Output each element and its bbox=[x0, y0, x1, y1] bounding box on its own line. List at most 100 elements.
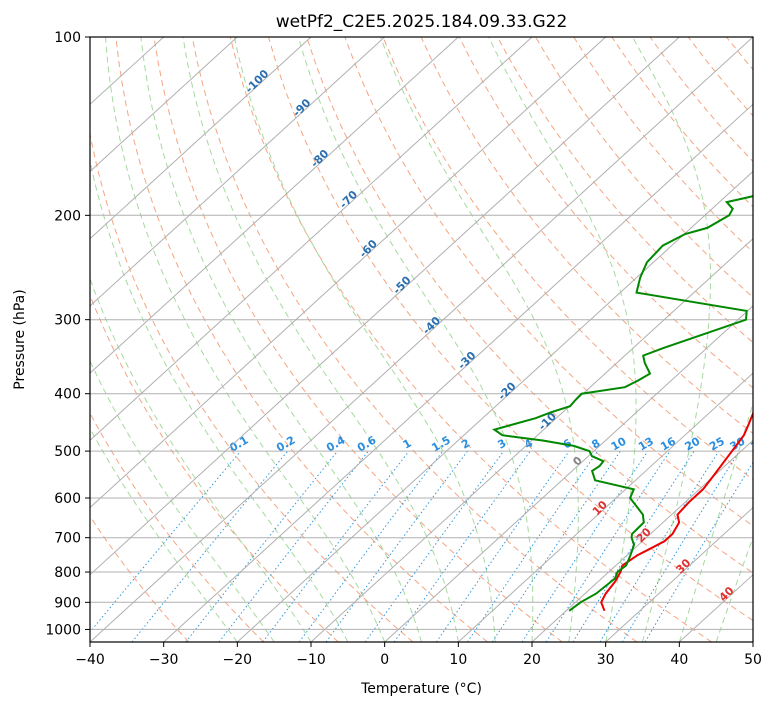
isotherm-label: -40 bbox=[420, 314, 443, 337]
x-tick-label: 10 bbox=[449, 652, 467, 668]
y-tick-label: 1000 bbox=[45, 622, 81, 638]
moist-adiabat bbox=[90, 277, 312, 642]
moist-adiabat bbox=[632, 37, 711, 642]
y-axis-label: Pressure (hPa) bbox=[12, 289, 28, 389]
mixing-ratio-line bbox=[364, 450, 505, 642]
x-tick-label: 20 bbox=[523, 652, 541, 668]
dry-adiabat bbox=[496, 37, 753, 344]
isotherm bbox=[310, 237, 753, 642]
mixing-ratio-line bbox=[435, 450, 570, 642]
mixing-ratio-label: 3 bbox=[495, 437, 508, 452]
moist-adiabat bbox=[297, 37, 534, 642]
isotherm-label: -20 bbox=[495, 379, 518, 402]
isotherm-label: -50 bbox=[390, 273, 413, 296]
mixing-ratio-line bbox=[621, 450, 740, 642]
isotherm bbox=[90, 37, 680, 576]
moist-adiabat bbox=[90, 158, 349, 642]
isotherm-label: -30 bbox=[455, 349, 478, 372]
isotherm-label: 30 bbox=[673, 556, 693, 576]
chart-title: wetPf2_C2E5.2025.184.09.33.G22 bbox=[276, 12, 568, 32]
isotherm bbox=[605, 506, 753, 642]
mixing-ratio-line bbox=[599, 450, 720, 642]
isotherm-label: -70 bbox=[337, 188, 360, 211]
isotherm bbox=[752, 641, 753, 642]
mixing-ratio-line bbox=[545, 450, 671, 642]
dry-adiabat bbox=[765, 37, 775, 642]
mixing-ratio-line bbox=[521, 450, 649, 642]
x-tick-label: 0 bbox=[380, 652, 389, 668]
mixing-ratio-label: 36 bbox=[748, 434, 768, 453]
isotherm bbox=[90, 37, 607, 509]
dry-adiabat bbox=[535, 37, 753, 298]
y-tick-label: 900 bbox=[54, 595, 81, 611]
dry-adiabat bbox=[649, 37, 753, 163]
plot-area: 0.10.20.40.611.52346810131620253036-100-… bbox=[90, 37, 775, 642]
y-tick-label: 400 bbox=[54, 387, 81, 403]
x-tick-label: −40 bbox=[75, 652, 105, 668]
mixing-ratio-line bbox=[262, 450, 410, 642]
x-tick-label: 40 bbox=[670, 652, 688, 668]
x-tick-label: −30 bbox=[149, 652, 179, 668]
dry-adiabat bbox=[573, 37, 753, 253]
y-tick-label: 800 bbox=[54, 565, 81, 581]
isotherm bbox=[457, 372, 753, 642]
dry-adiabat bbox=[115, 37, 488, 642]
mixing-ratio-line bbox=[90, 450, 242, 633]
x-tick-label: −10 bbox=[296, 652, 326, 668]
moist-adiabat bbox=[182, 37, 459, 642]
x-axis-label: Temperature (°C) bbox=[360, 681, 482, 697]
moist-adiabat bbox=[233, 37, 496, 642]
isotherm bbox=[384, 305, 753, 642]
x-tick-label: 30 bbox=[597, 652, 615, 668]
moist-adiabat bbox=[90, 359, 275, 642]
mixing-ratio-line bbox=[572, 450, 695, 642]
isotherm bbox=[90, 37, 312, 240]
plot-frame bbox=[89, 36, 754, 643]
moist-adiabat bbox=[488, 37, 637, 642]
y-tick-label: 100 bbox=[54, 30, 81, 46]
isotherm-label: -80 bbox=[308, 147, 331, 170]
dry-adiabat bbox=[344, 37, 753, 527]
moist-adiabat bbox=[715, 535, 753, 642]
dry-adiabat bbox=[687, 37, 753, 117]
mixing-ratio-line bbox=[298, 450, 444, 642]
dry-adiabat bbox=[420, 37, 753, 435]
isotherm-label: 10 bbox=[590, 498, 610, 518]
mixing-ratio-line bbox=[185, 450, 338, 642]
dry-adiabat bbox=[90, 515, 190, 642]
isotherm bbox=[90, 37, 533, 442]
y-tick-label: 600 bbox=[54, 491, 81, 507]
dry-adiabat bbox=[90, 131, 414, 642]
moist-adiabat bbox=[752, 640, 753, 642]
mixing-ratio-line bbox=[218, 450, 369, 642]
dry-adiabat bbox=[382, 37, 753, 481]
x-tick-label: −20 bbox=[223, 652, 253, 668]
isotherm bbox=[236, 170, 753, 642]
axes: −40 −30 −20 −10 0 10 20 30 40 50 1000 900 800 700 600 5… bbox=[45, 30, 762, 668]
isotherm bbox=[90, 37, 238, 173]
isotherm bbox=[90, 37, 753, 642]
mixing-ratio-line bbox=[131, 450, 288, 642]
isotherm bbox=[90, 37, 386, 307]
isotherm-label: -90 bbox=[290, 96, 313, 119]
moist-adiabat bbox=[380, 37, 579, 642]
dry-adiabat bbox=[268, 37, 753, 622]
moist-adiabat bbox=[678, 401, 753, 642]
isotherm-label: -60 bbox=[357, 237, 380, 260]
dewpoint-profile bbox=[492, 195, 753, 612]
moist-adiabat bbox=[105, 37, 386, 642]
moist-adiabat bbox=[90, 427, 238, 642]
x-tick-label: 50 bbox=[744, 652, 762, 668]
mixing-ratio-line bbox=[467, 450, 599, 642]
temperature-profile bbox=[600, 410, 753, 612]
mixing-ratio-line bbox=[491, 450, 621, 642]
dry-adiabat bbox=[153, 37, 563, 642]
isotherm-label: -100 bbox=[243, 67, 272, 96]
y-tick-label: 700 bbox=[54, 531, 81, 547]
isotherm bbox=[90, 37, 459, 374]
moist-adiabat bbox=[140, 37, 422, 642]
y-tick-label: 300 bbox=[54, 313, 81, 329]
isotherm bbox=[531, 439, 753, 642]
mixing-ratio-label: 2 bbox=[459, 437, 472, 452]
